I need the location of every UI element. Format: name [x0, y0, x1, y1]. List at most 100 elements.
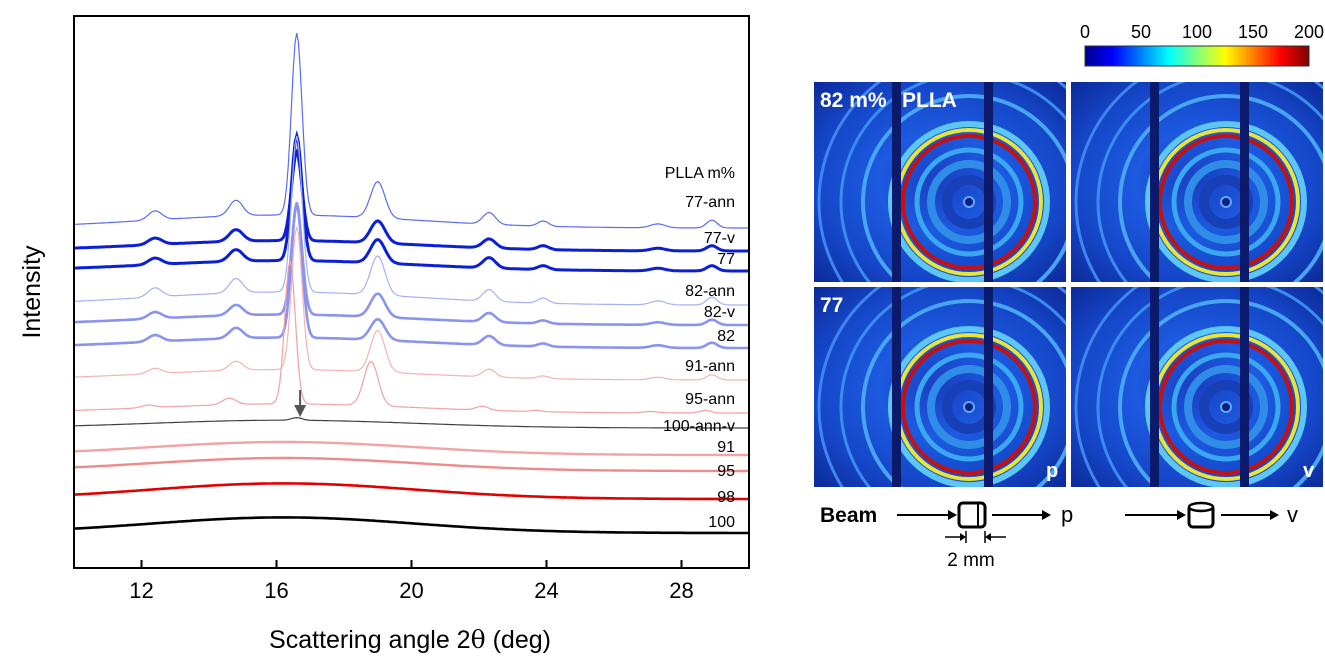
xrd-curves [73, 32, 749, 535]
waxs-panel-3 [814, 287, 1066, 487]
detector-gap [984, 82, 993, 282]
colorbar-tick-100: 100 [1182, 22, 1212, 42]
detector-gap [984, 287, 993, 487]
diffraction-ring [888, 121, 1050, 282]
diffraction-ring [1158, 134, 1294, 270]
arrow-icon [1125, 510, 1186, 520]
detector-gap [1150, 82, 1159, 282]
xrd-chart: 77-ann 77-v 77 82-ann 82-v 82 91-ann 95-ann 100-… [18, 15, 750, 654]
panel-82-title: PLLA [902, 89, 957, 112]
curve-91-ann [73, 226, 749, 381]
plot-frame [73, 15, 750, 569]
x-axis-ticks: 12 16 20 24 28 [129, 560, 694, 603]
orientation-v-label: v [1287, 502, 1298, 527]
colorbar-tick-0: 0 [1080, 22, 1090, 42]
curve-label-91-ann: 91-ann [685, 358, 735, 375]
curve-label-82: 82 [717, 328, 735, 345]
curve-95 [73, 456, 749, 473]
diffraction-ring [1074, 82, 1323, 282]
curve-77 [73, 130, 749, 273]
x-tick-label-20: 20 [399, 578, 423, 603]
waxs-panel-1 [814, 82, 1066, 282]
curve-100 [73, 516, 749, 535]
diffraction-ring [861, 299, 1066, 487]
curve-82 [73, 202, 749, 350]
colorbar-tick-200: 200 [1294, 22, 1324, 42]
diffraction-ring [1096, 287, 1323, 487]
beamstop-icon [963, 196, 975, 208]
curve-label-82-v: 82-v [704, 304, 735, 321]
diffraction-ring [817, 287, 1066, 487]
curve-82-ann [73, 135, 749, 306]
curve-77-ann [73, 32, 749, 229]
curve-label-77-v: 77-v [704, 230, 735, 247]
beamstop-icon [1220, 401, 1232, 413]
colorbar-tick-150: 150 [1238, 22, 1268, 42]
curve-82-v [73, 201, 749, 327]
diffraction-ring [1145, 121, 1307, 282]
beam-label: Beam [820, 504, 877, 527]
diffraction-ring [927, 160, 1011, 244]
detector-gap [1240, 82, 1249, 282]
diffraction-ring [927, 365, 1011, 449]
curve-91 [73, 440, 749, 457]
beam-diagram: Beam p 2 mm [820, 501, 1298, 571]
diffraction-ring [1184, 160, 1268, 244]
orientation-p-label: p [1061, 502, 1073, 527]
diffraction-ring [914, 352, 1024, 462]
arrow-head-icon [294, 405, 307, 417]
waxs-pattern-figure: 0 50 100 150 200 82 m% PLLA 77 p v Beam p 2 … [814, 22, 1324, 571]
legend-header: PLLA m% [665, 165, 735, 182]
x-tick-label-28: 28 [669, 578, 693, 603]
sample-cylinder-end-icon [1187, 501, 1215, 529]
y-axis-title: Intensity [18, 245, 46, 339]
diffraction-ring [1074, 287, 1323, 487]
sample-cylinder-side-icon [957, 501, 987, 529]
mesophase-arrow [294, 390, 307, 417]
detector-gap [892, 82, 901, 282]
diffraction-ring [1171, 147, 1281, 257]
detector-gap [892, 287, 901, 487]
curve-label-91: 91 [717, 439, 735, 456]
beamstop-icon [1220, 196, 1232, 208]
diffraction-ring [839, 287, 1066, 487]
panel-77-label: 77 [820, 294, 843, 317]
curve-95-ann [74, 260, 749, 414]
curve-label-77: 77 [717, 251, 735, 268]
curve-label-77-ann: 77-ann [685, 194, 735, 211]
diffraction-ring [839, 82, 1066, 282]
diffraction-ring [1145, 326, 1307, 487]
diffraction-ring [1118, 299, 1323, 487]
colorbar-ticks: 0 50 100 150 200 [1080, 22, 1324, 42]
x-tick-label-24: 24 [534, 578, 558, 603]
diffraction-ring [901, 134, 1037, 270]
x-tick-label-16: 16 [264, 578, 288, 603]
x-axis-title: Scattering angle 2θ (deg) [269, 625, 551, 654]
arrow-icon [992, 510, 1051, 520]
diffraction-ring [901, 339, 1037, 475]
diffraction-ring [1096, 82, 1323, 282]
diffraction-ring [1158, 339, 1294, 475]
curve-label-98: 98 [717, 489, 735, 506]
curve-77-v [73, 148, 749, 253]
colorbar-tick-50: 50 [1131, 22, 1151, 42]
curve-label-100-ann-v: 100-ann-v [663, 418, 735, 435]
colorbar [1084, 45, 1310, 67]
curve-label-95-ann: 95-ann [685, 391, 735, 408]
detector-gap [1150, 287, 1159, 487]
arrow-icon [897, 510, 957, 520]
diffraction-ring [888, 326, 1050, 487]
panel-82-label: 82 m% [820, 89, 887, 112]
scale-bar-icon [945, 531, 1006, 543]
x-tick-label-12: 12 [129, 578, 153, 603]
waxs-panel-2 [1071, 82, 1323, 282]
detector-gap [1240, 287, 1249, 487]
diffraction-ring [1118, 94, 1323, 282]
curve-label-95: 95 [717, 463, 735, 480]
diffraction-ring [1184, 365, 1268, 449]
beamstop-icon [963, 401, 975, 413]
waxs-panel-4 [1071, 287, 1323, 487]
waxs-panels [814, 82, 1323, 487]
curve-label-82-ann: 82-ann [685, 283, 735, 300]
curve-98 [73, 482, 749, 501]
